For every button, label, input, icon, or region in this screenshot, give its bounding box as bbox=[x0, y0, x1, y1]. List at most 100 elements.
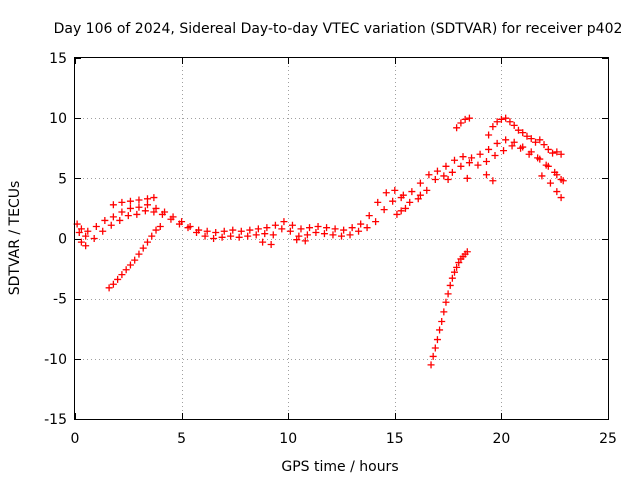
data-point bbox=[436, 326, 444, 334]
data-point bbox=[444, 176, 452, 184]
data-point bbox=[235, 233, 243, 241]
data-point bbox=[491, 151, 499, 159]
data-point bbox=[553, 148, 561, 156]
plot-frame bbox=[74, 57, 609, 420]
data-point bbox=[438, 318, 446, 326]
data-point bbox=[135, 250, 143, 258]
data-point bbox=[474, 161, 482, 169]
data-point bbox=[82, 232, 90, 240]
data-point bbox=[218, 233, 226, 241]
data-point bbox=[457, 119, 465, 127]
data-point bbox=[259, 238, 267, 246]
series-lower-excursions bbox=[77, 171, 565, 250]
data-point bbox=[527, 135, 535, 143]
data-point bbox=[116, 216, 124, 224]
data-point bbox=[133, 210, 141, 218]
data-point bbox=[542, 161, 550, 169]
data-point bbox=[295, 232, 303, 240]
data-point bbox=[525, 150, 533, 158]
data-point bbox=[544, 145, 552, 153]
y-tick-label: 15 bbox=[49, 51, 67, 67]
data-point bbox=[485, 145, 493, 153]
data-point bbox=[557, 194, 565, 202]
data-point bbox=[374, 198, 382, 206]
data-point bbox=[229, 226, 237, 234]
data-point bbox=[227, 232, 235, 240]
data-point bbox=[532, 138, 540, 146]
y-axis-label: SDTVAR / TECUs bbox=[7, 181, 23, 296]
data-point bbox=[549, 149, 557, 157]
data-point bbox=[391, 186, 399, 194]
data-point bbox=[465, 114, 473, 122]
data-point bbox=[150, 194, 158, 202]
data-point bbox=[540, 141, 548, 149]
data-point bbox=[397, 207, 405, 215]
data-point bbox=[288, 221, 296, 229]
data-point bbox=[425, 171, 433, 179]
data-point bbox=[252, 231, 260, 239]
data-point bbox=[101, 216, 109, 224]
data-point bbox=[139, 244, 147, 252]
data-point bbox=[297, 225, 305, 233]
data-point bbox=[482, 157, 490, 165]
data-point bbox=[261, 230, 269, 238]
data-point bbox=[416, 179, 424, 187]
data-point bbox=[416, 191, 424, 199]
data-point bbox=[286, 227, 294, 235]
data-point bbox=[150, 208, 158, 216]
data-point bbox=[340, 226, 348, 234]
data-point bbox=[365, 212, 373, 220]
data-points bbox=[73, 114, 567, 369]
x-tick-label: 20 bbox=[492, 431, 510, 447]
chart-title: Day 106 of 2024, Sidereal Day-to-day VTE… bbox=[54, 21, 623, 37]
data-point bbox=[148, 232, 156, 240]
data-point bbox=[143, 238, 151, 246]
data-point bbox=[493, 118, 501, 126]
x-tick-label: 15 bbox=[386, 431, 404, 447]
data-point bbox=[442, 298, 450, 306]
data-point bbox=[557, 176, 565, 184]
data-point bbox=[431, 176, 439, 184]
data-point bbox=[553, 188, 561, 196]
data-point bbox=[175, 220, 183, 228]
series-secondary-band bbox=[75, 142, 565, 242]
data-point bbox=[267, 241, 275, 249]
data-point bbox=[446, 281, 454, 289]
data-point bbox=[92, 222, 100, 230]
data-point bbox=[508, 142, 516, 150]
data-point bbox=[455, 259, 463, 267]
y-tick-label: -5 bbox=[53, 292, 67, 308]
data-point bbox=[450, 156, 458, 164]
y-tick-labels: -15 -10 -5 0 5 10 15 bbox=[44, 51, 67, 428]
data-point bbox=[293, 236, 301, 244]
data-point bbox=[122, 266, 130, 274]
data-point bbox=[152, 226, 160, 234]
data-point bbox=[269, 231, 277, 239]
data-point bbox=[372, 218, 380, 226]
data-point bbox=[203, 227, 211, 235]
data-point bbox=[489, 177, 497, 185]
data-point bbox=[463, 174, 471, 182]
data-point bbox=[237, 227, 245, 235]
data-point bbox=[114, 275, 122, 283]
data-point bbox=[457, 162, 465, 170]
data-point bbox=[431, 344, 439, 352]
data-point bbox=[152, 204, 160, 212]
data-point bbox=[254, 225, 262, 233]
data-point bbox=[506, 118, 514, 126]
data-point bbox=[534, 154, 542, 162]
data-point bbox=[263, 224, 271, 232]
series-main-band bbox=[73, 136, 567, 236]
x-tick-label: 0 bbox=[71, 431, 80, 447]
data-point bbox=[77, 225, 85, 233]
data-point bbox=[459, 153, 467, 161]
data-point bbox=[538, 172, 546, 180]
data-point bbox=[193, 228, 201, 236]
series-upper-excursions bbox=[109, 114, 565, 209]
data-point bbox=[363, 224, 371, 232]
data-point bbox=[429, 352, 437, 360]
data-point bbox=[414, 195, 422, 203]
data-point bbox=[551, 168, 559, 176]
data-point bbox=[109, 201, 117, 209]
data-point bbox=[557, 150, 565, 158]
